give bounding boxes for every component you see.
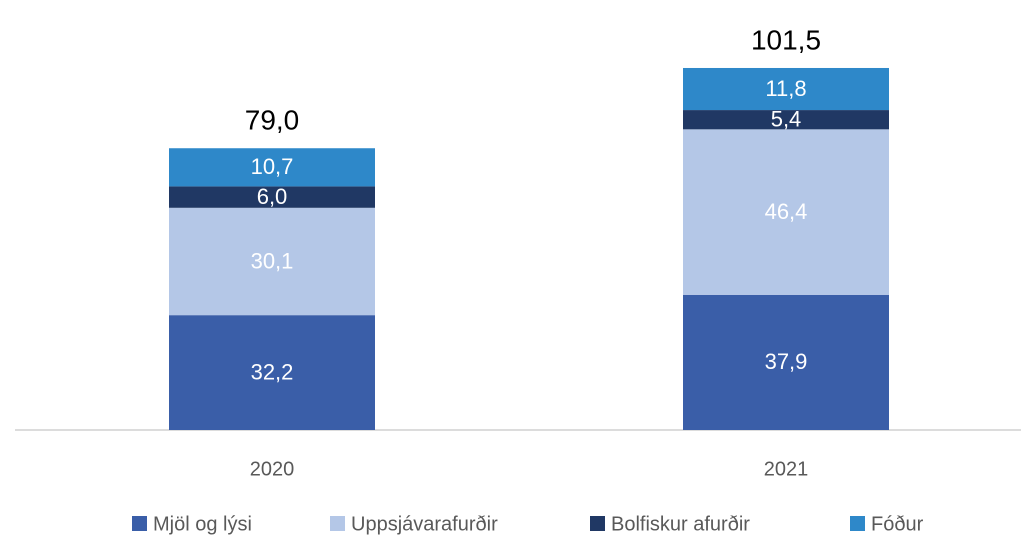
bar-segment [683, 129, 889, 295]
legend-swatch [850, 516, 865, 531]
bar-segment [169, 315, 375, 430]
value-label: 10,7 [251, 154, 294, 179]
legend-label: Mjöl og lýsi [153, 513, 252, 535]
value-label: 11,8 [765, 76, 806, 101]
value-label: 32,2 [251, 359, 294, 384]
legend-label: Uppsjávarafurðir [351, 513, 498, 535]
legend-label: Bolfiskur afurðir [611, 513, 750, 535]
total-label: 101,5 [751, 24, 821, 55]
legend-swatch [132, 516, 147, 531]
legend-label: Fóður [871, 513, 924, 535]
value-label: 30,1 [251, 248, 294, 273]
value-label: 37,9 [765, 349, 808, 374]
bar-segment [683, 110, 889, 130]
bar-segment [683, 67, 889, 111]
value-label: 6,0 [257, 184, 288, 209]
total-label: 79,0 [245, 105, 300, 136]
bar-segment [683, 294, 889, 430]
legend-swatch [330, 516, 345, 531]
legend-swatch [590, 516, 605, 531]
x-tick-label: 2020 [250, 458, 295, 480]
value-label: 5,4 [771, 107, 802, 132]
bar-segment [169, 186, 375, 208]
bar-segment [169, 148, 375, 187]
bar-segment [169, 207, 375, 316]
value-label: 46,4 [765, 199, 808, 224]
x-tick-label: 2021 [764, 458, 809, 480]
